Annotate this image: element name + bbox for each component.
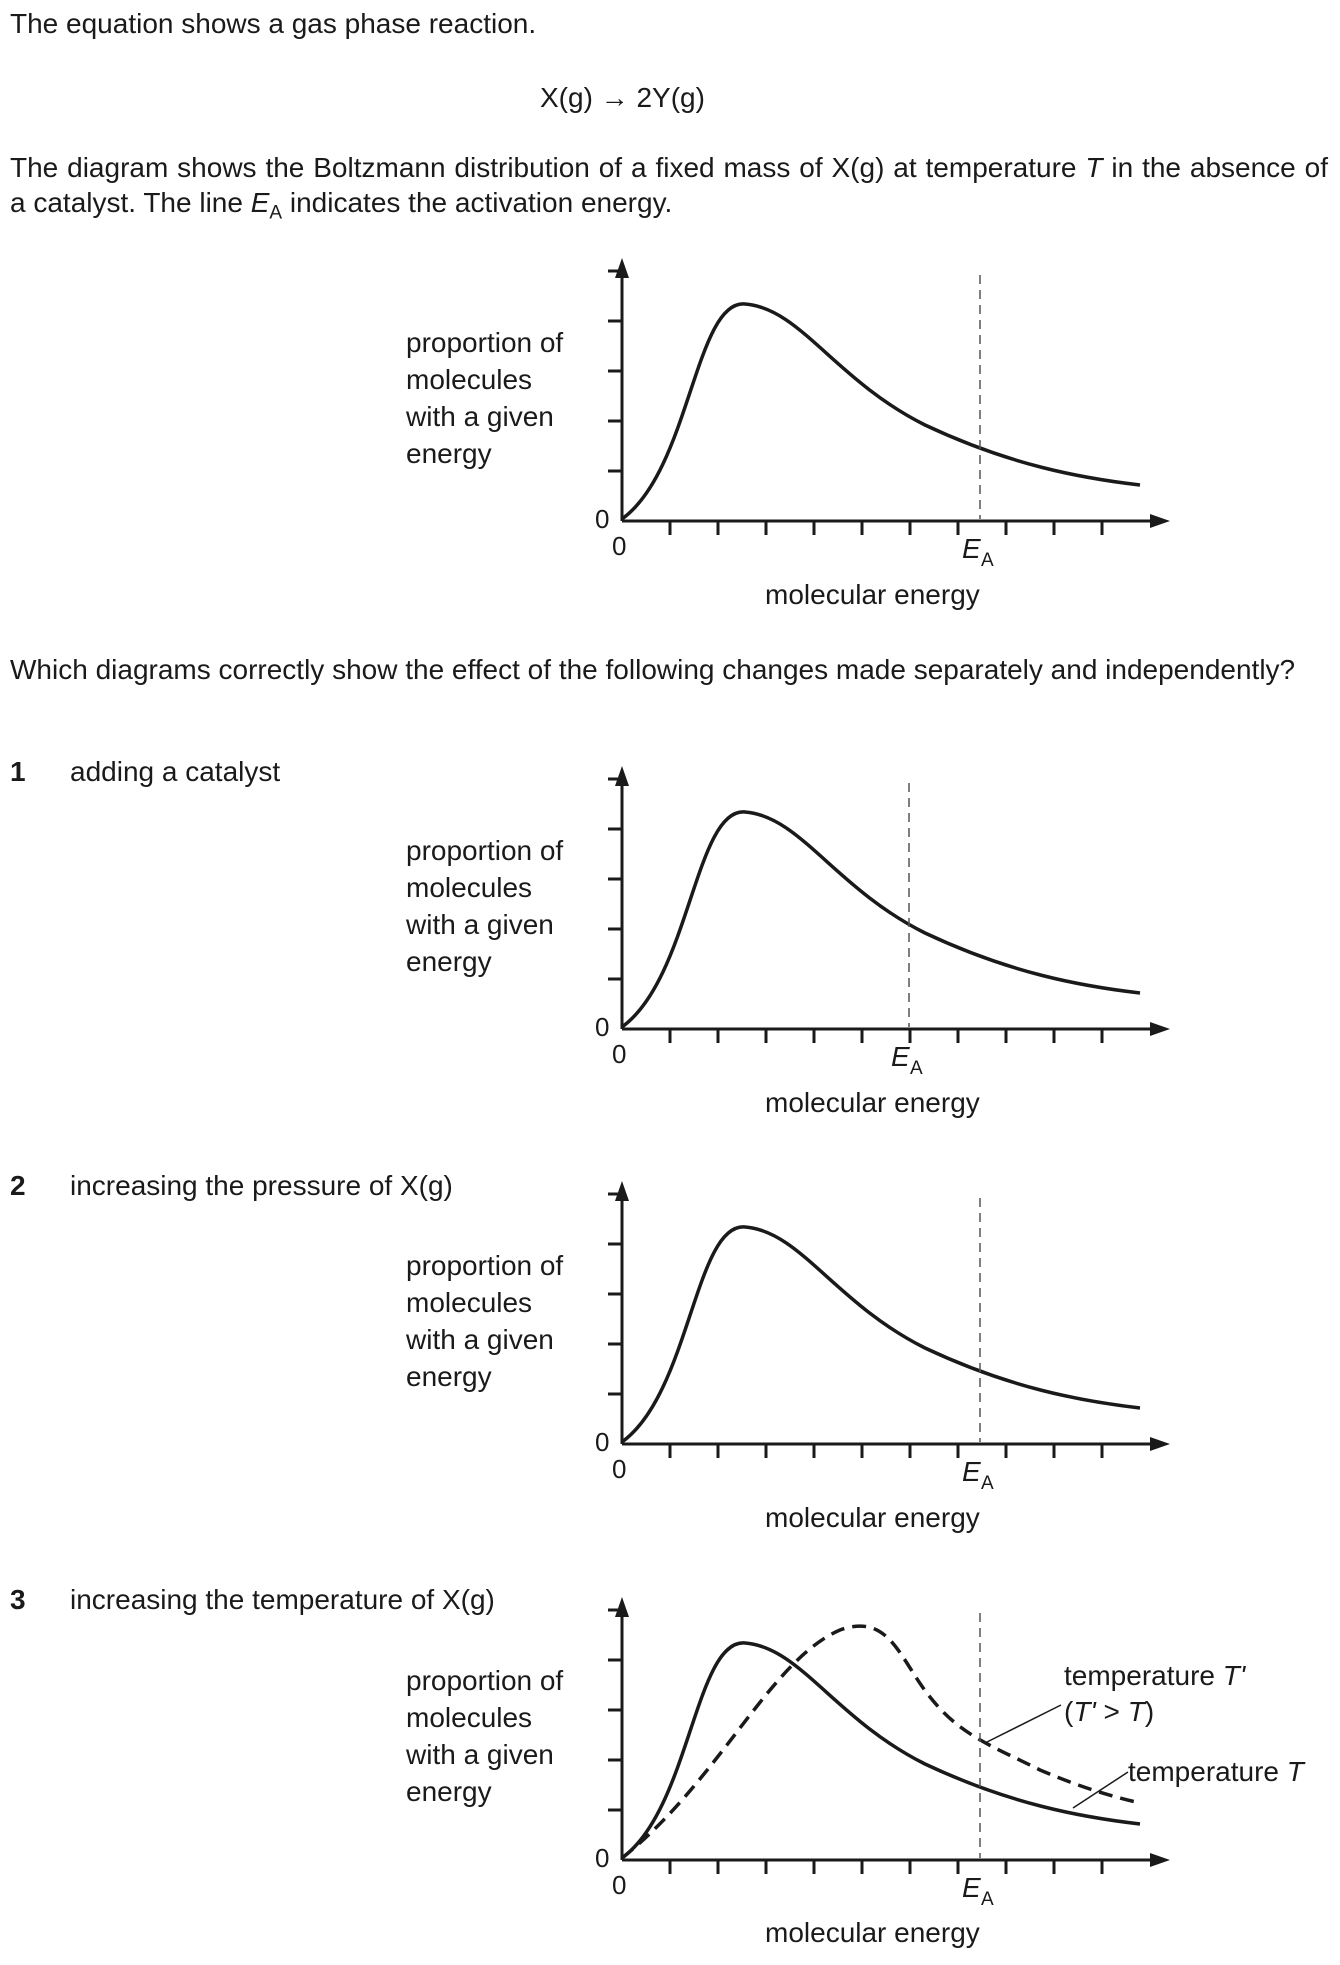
boltzmann-curve-t-prime [620, 1624, 1141, 1860]
ea-label: E [891, 1041, 910, 1072]
y-axis-arrow [615, 1597, 629, 1617]
y-axis-label-line: proportion of [406, 327, 563, 358]
y-axis-label: proportion of molecules with a given ene… [405, 1665, 563, 1807]
origin-y-label: 0 [595, 504, 609, 534]
y-axis-label-line: energy [406, 946, 492, 977]
intro-paragraph: The diagram shows the Boltzmann distribu… [10, 150, 1328, 231]
para-text-a: The diagram shows the Boltzmann distribu… [10, 152, 1086, 183]
y-axis-label-line: with a given [405, 1739, 554, 1770]
boltzmann-curve-t [620, 302, 1141, 521]
option-number: 2 [10, 1170, 26, 1201]
y-axis-label-line: proportion of [406, 1665, 563, 1696]
axes [608, 1181, 1170, 1458]
x-axis-label: molecular energy [765, 1917, 980, 1948]
x-axis-arrow [1150, 1022, 1170, 1036]
para-temperature-symbol: T [1085, 152, 1103, 183]
y-axis-label-line: molecules [406, 872, 532, 903]
y-axis-label-line: molecules [406, 364, 532, 395]
origin-x-label: 0 [612, 1870, 626, 1900]
y-axis-label-line: energy [406, 438, 492, 469]
axes [608, 258, 1170, 535]
y-axis-label-line: proportion of [406, 1250, 563, 1281]
para-text-b: in the absence of a catalyst. The line [10, 152, 1328, 218]
reference-distribution-diagram: proportion of molecules with a given ene… [405, 258, 1170, 610]
para-ea-symbol: E [250, 187, 270, 218]
x-axis-arrow [1150, 514, 1170, 528]
y-axis-label-line: molecules [406, 1287, 532, 1318]
option-text: adding a catalyst [70, 756, 281, 787]
y-axis-label-line: energy [406, 1361, 492, 1392]
boltzmann-curve-t [620, 1641, 1141, 1860]
y-axis-label-line: with a given [405, 909, 554, 940]
y-axis-label-line: with a given [405, 1324, 554, 1355]
x-axis-arrow [1150, 1437, 1170, 1451]
option-text: increasing the temperature of X(g) [70, 1584, 495, 1615]
question-text: Which diagrams correctly show the effect… [10, 654, 1296, 685]
y-axis-label: proportion of molecules with a given ene… [405, 327, 563, 469]
y-axis-arrow [615, 258, 629, 278]
ea-label: E [962, 1456, 981, 1487]
y-axis-arrow [615, 1181, 629, 1201]
axes [608, 1597, 1170, 1874]
ea-label: E [962, 1872, 981, 1903]
y-axis-label-line: proportion of [406, 835, 563, 866]
ea-label-subscript: A [981, 550, 994, 571]
axes [608, 766, 1170, 1043]
origin-x-label: 0 [612, 531, 626, 561]
reaction-equation: X(g) → 2Y(g) [540, 82, 705, 113]
origin-x-label: 0 [612, 1454, 626, 1484]
x-axis-arrow [1150, 1853, 1170, 1867]
x-axis-label: molecular energy [765, 1502, 980, 1533]
x-axis-label: molecular energy [765, 1087, 980, 1118]
origin-y-label: 0 [595, 1012, 609, 1042]
y-axis-label-line: with a given [405, 401, 554, 432]
option-number: 3 [10, 1584, 26, 1615]
legend-t-prime-line2: (T' > T) [1064, 1696, 1154, 1727]
ea-label-subscript: A [910, 1058, 923, 1079]
para-text-c: indicates the activation energy. [282, 187, 673, 218]
t-leader-line [1072, 1771, 1129, 1809]
boltzmann-curve-t [620, 810, 1141, 1029]
ea-label: E [962, 533, 981, 564]
legend-t-prime-line1: temperature T' [1064, 1660, 1247, 1691]
origin-y-label: 0 [595, 1843, 609, 1873]
y-axis-label: proportion of molecules with a given ene… [405, 1250, 563, 1392]
origin-y-label: 0 [595, 1427, 609, 1457]
t-prime-leader-line [984, 1704, 1062, 1744]
legend-t: temperature T [1128, 1756, 1306, 1787]
ea-label-subscript: A [981, 1473, 994, 1494]
y-axis-arrow [615, 766, 629, 786]
y-axis-label: proportion of molecules with a given ene… [405, 835, 563, 977]
origin-x-label: 0 [612, 1039, 626, 1069]
boltzmann-curve-t [620, 1225, 1141, 1444]
option-text: increasing the pressure of X(g) [70, 1170, 453, 1201]
y-axis-label-line: molecules [406, 1702, 532, 1733]
option-number: 1 [10, 756, 26, 787]
intro-line: The equation shows a gas phase reaction. [10, 8, 537, 39]
y-axis-label-line: energy [406, 1776, 492, 1807]
x-axis-label: molecular energy [765, 579, 980, 610]
para-ea-subscript: A [269, 202, 283, 224]
ea-label-subscript: A [981, 1889, 994, 1910]
